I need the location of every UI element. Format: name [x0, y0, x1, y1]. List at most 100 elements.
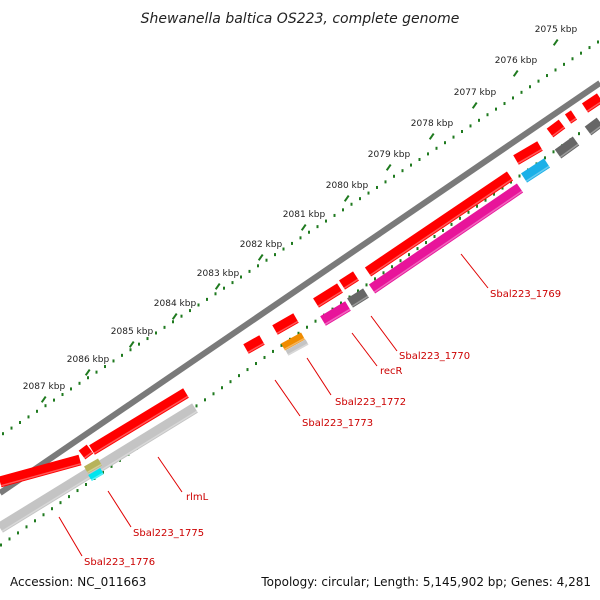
ruler-dot	[197, 303, 200, 307]
gene-orange-shade	[283, 337, 305, 351]
inner-ruler-dot	[255, 362, 257, 366]
kbp-label: 2084 kbp	[154, 299, 197, 309]
ruler-dot	[401, 169, 404, 173]
inner-ruler-dot	[510, 180, 512, 184]
inner-ruler-dot	[17, 531, 19, 535]
gene-forward	[581, 93, 600, 113]
ruler-dot	[571, 57, 574, 61]
ruler-dot	[53, 398, 55, 402]
inner-ruler-dot	[68, 495, 70, 499]
kbp-label: 2086 kbp	[67, 355, 110, 365]
ruler-dot	[189, 309, 191, 313]
ruler-dot	[563, 62, 565, 66]
inner-ruler-dot	[85, 483, 87, 487]
inner-ruler-dot	[501, 186, 504, 190]
inner-ruler-dot	[8, 537, 11, 541]
inner-ruler-dot	[382, 271, 385, 275]
ruler-dot	[291, 241, 293, 245]
inner-ruler-dot	[0, 543, 2, 547]
inner-ruler-dot	[493, 192, 495, 196]
inner-ruler-dot	[263, 355, 266, 359]
ruler-dot	[2, 432, 4, 436]
accession-text: Accession: NC_011663	[10, 575, 146, 589]
ruler-dot	[231, 281, 234, 285]
inner-ruler-dot	[42, 513, 45, 517]
gene-label-leader	[58, 516, 83, 557]
gene-label-leader	[157, 456, 183, 493]
kbp-label: 2077 kbp	[454, 88, 497, 98]
ruler-dot	[163, 325, 166, 329]
ruler-dot	[537, 79, 540, 83]
gene-forward	[364, 171, 514, 277]
kbp-label: 2079 kbp	[368, 150, 411, 160]
ruler-dot	[282, 247, 285, 251]
inner-ruler-dot	[459, 216, 461, 220]
map-title: Shewanella baltica OS223, complete genom…	[141, 11, 460, 27]
gene-dark-gray	[347, 288, 369, 308]
ruler-dot	[435, 146, 438, 150]
ruler-dot	[393, 174, 395, 178]
inner-ruler-dot	[297, 331, 300, 335]
ruler-dot	[121, 353, 123, 357]
inner-ruler-dot	[238, 374, 240, 378]
kbp-label: 2078 kbp	[411, 119, 454, 129]
gene-label: Sbal223_1769	[490, 289, 561, 300]
ruler-major-tick	[343, 194, 350, 202]
gene-forward-shade	[247, 342, 265, 354]
gene-label-leader	[306, 357, 332, 396]
ruler-major-tick	[428, 132, 435, 140]
gene-dark-gray	[584, 117, 600, 136]
gene-forward	[564, 110, 578, 124]
gene-forward	[243, 335, 265, 354]
inner-ruler-dot	[110, 464, 113, 468]
gene-label-leader	[370, 315, 398, 352]
ruler-dot	[486, 113, 489, 117]
gene-forward-shade	[276, 320, 299, 334]
gene-forward-shade	[551, 126, 565, 137]
ruler-dot	[376, 185, 378, 189]
kbp-label: 2081 kbp	[283, 210, 326, 220]
ruler-dot	[104, 365, 106, 369]
ruler-dot	[580, 51, 582, 55]
ruler-major-tick	[84, 368, 91, 376]
inner-ruler-dot	[280, 343, 283, 347]
gene-pink-shade	[324, 308, 351, 325]
inner-ruler-dot	[246, 368, 249, 372]
inner-ruler-dot	[552, 150, 555, 154]
inner-ruler-dot	[340, 301, 342, 305]
gene-dark-gray	[554, 136, 580, 159]
kbp-label: 2083 kbp	[197, 269, 240, 279]
inner-ruler-dot	[416, 247, 419, 251]
gene-labels: Sbal223_1769 Sbal223_1770 recR Sbal223_1772…	[84, 289, 561, 568]
inner-ruler-dot	[544, 156, 546, 160]
inner-ruler-dot	[399, 259, 402, 263]
gene-blue	[520, 158, 551, 183]
ruler-dot	[588, 46, 591, 50]
ruler-dot	[512, 96, 514, 100]
gene-olive-shade	[87, 463, 102, 474]
ruler-dot	[503, 102, 506, 106]
gene-reverse-gray	[285, 339, 309, 356]
ruler-dot	[172, 320, 174, 324]
gene-pink-shade	[373, 190, 523, 293]
inner-ruler-dot	[51, 507, 53, 511]
gene-cyan	[88, 467, 104, 482]
gene-features	[0, 93, 600, 533]
ruler-dot	[299, 236, 302, 240]
gene-pink	[368, 183, 524, 294]
inner-ruler-dot	[229, 380, 232, 384]
ruler-dot	[95, 370, 98, 374]
inner-ruler-dot	[212, 392, 215, 396]
ruler-dot	[597, 40, 599, 44]
kbp-label: 2075 kbp	[535, 25, 578, 35]
inner-ruler-dot	[442, 228, 444, 232]
ruler-dot	[155, 331, 157, 335]
inner-ruler-dot	[195, 404, 198, 408]
gene-forward-shade	[569, 117, 577, 123]
gene-dark-gray-shade	[559, 143, 579, 158]
gene-forward-shade	[0, 462, 82, 487]
ruler-dot	[367, 191, 370, 195]
ruler-dot	[214, 292, 217, 296]
topology-text: Topology: circular; Length: 5,145,902 bp…	[260, 575, 591, 589]
ruler-dot	[384, 180, 387, 184]
